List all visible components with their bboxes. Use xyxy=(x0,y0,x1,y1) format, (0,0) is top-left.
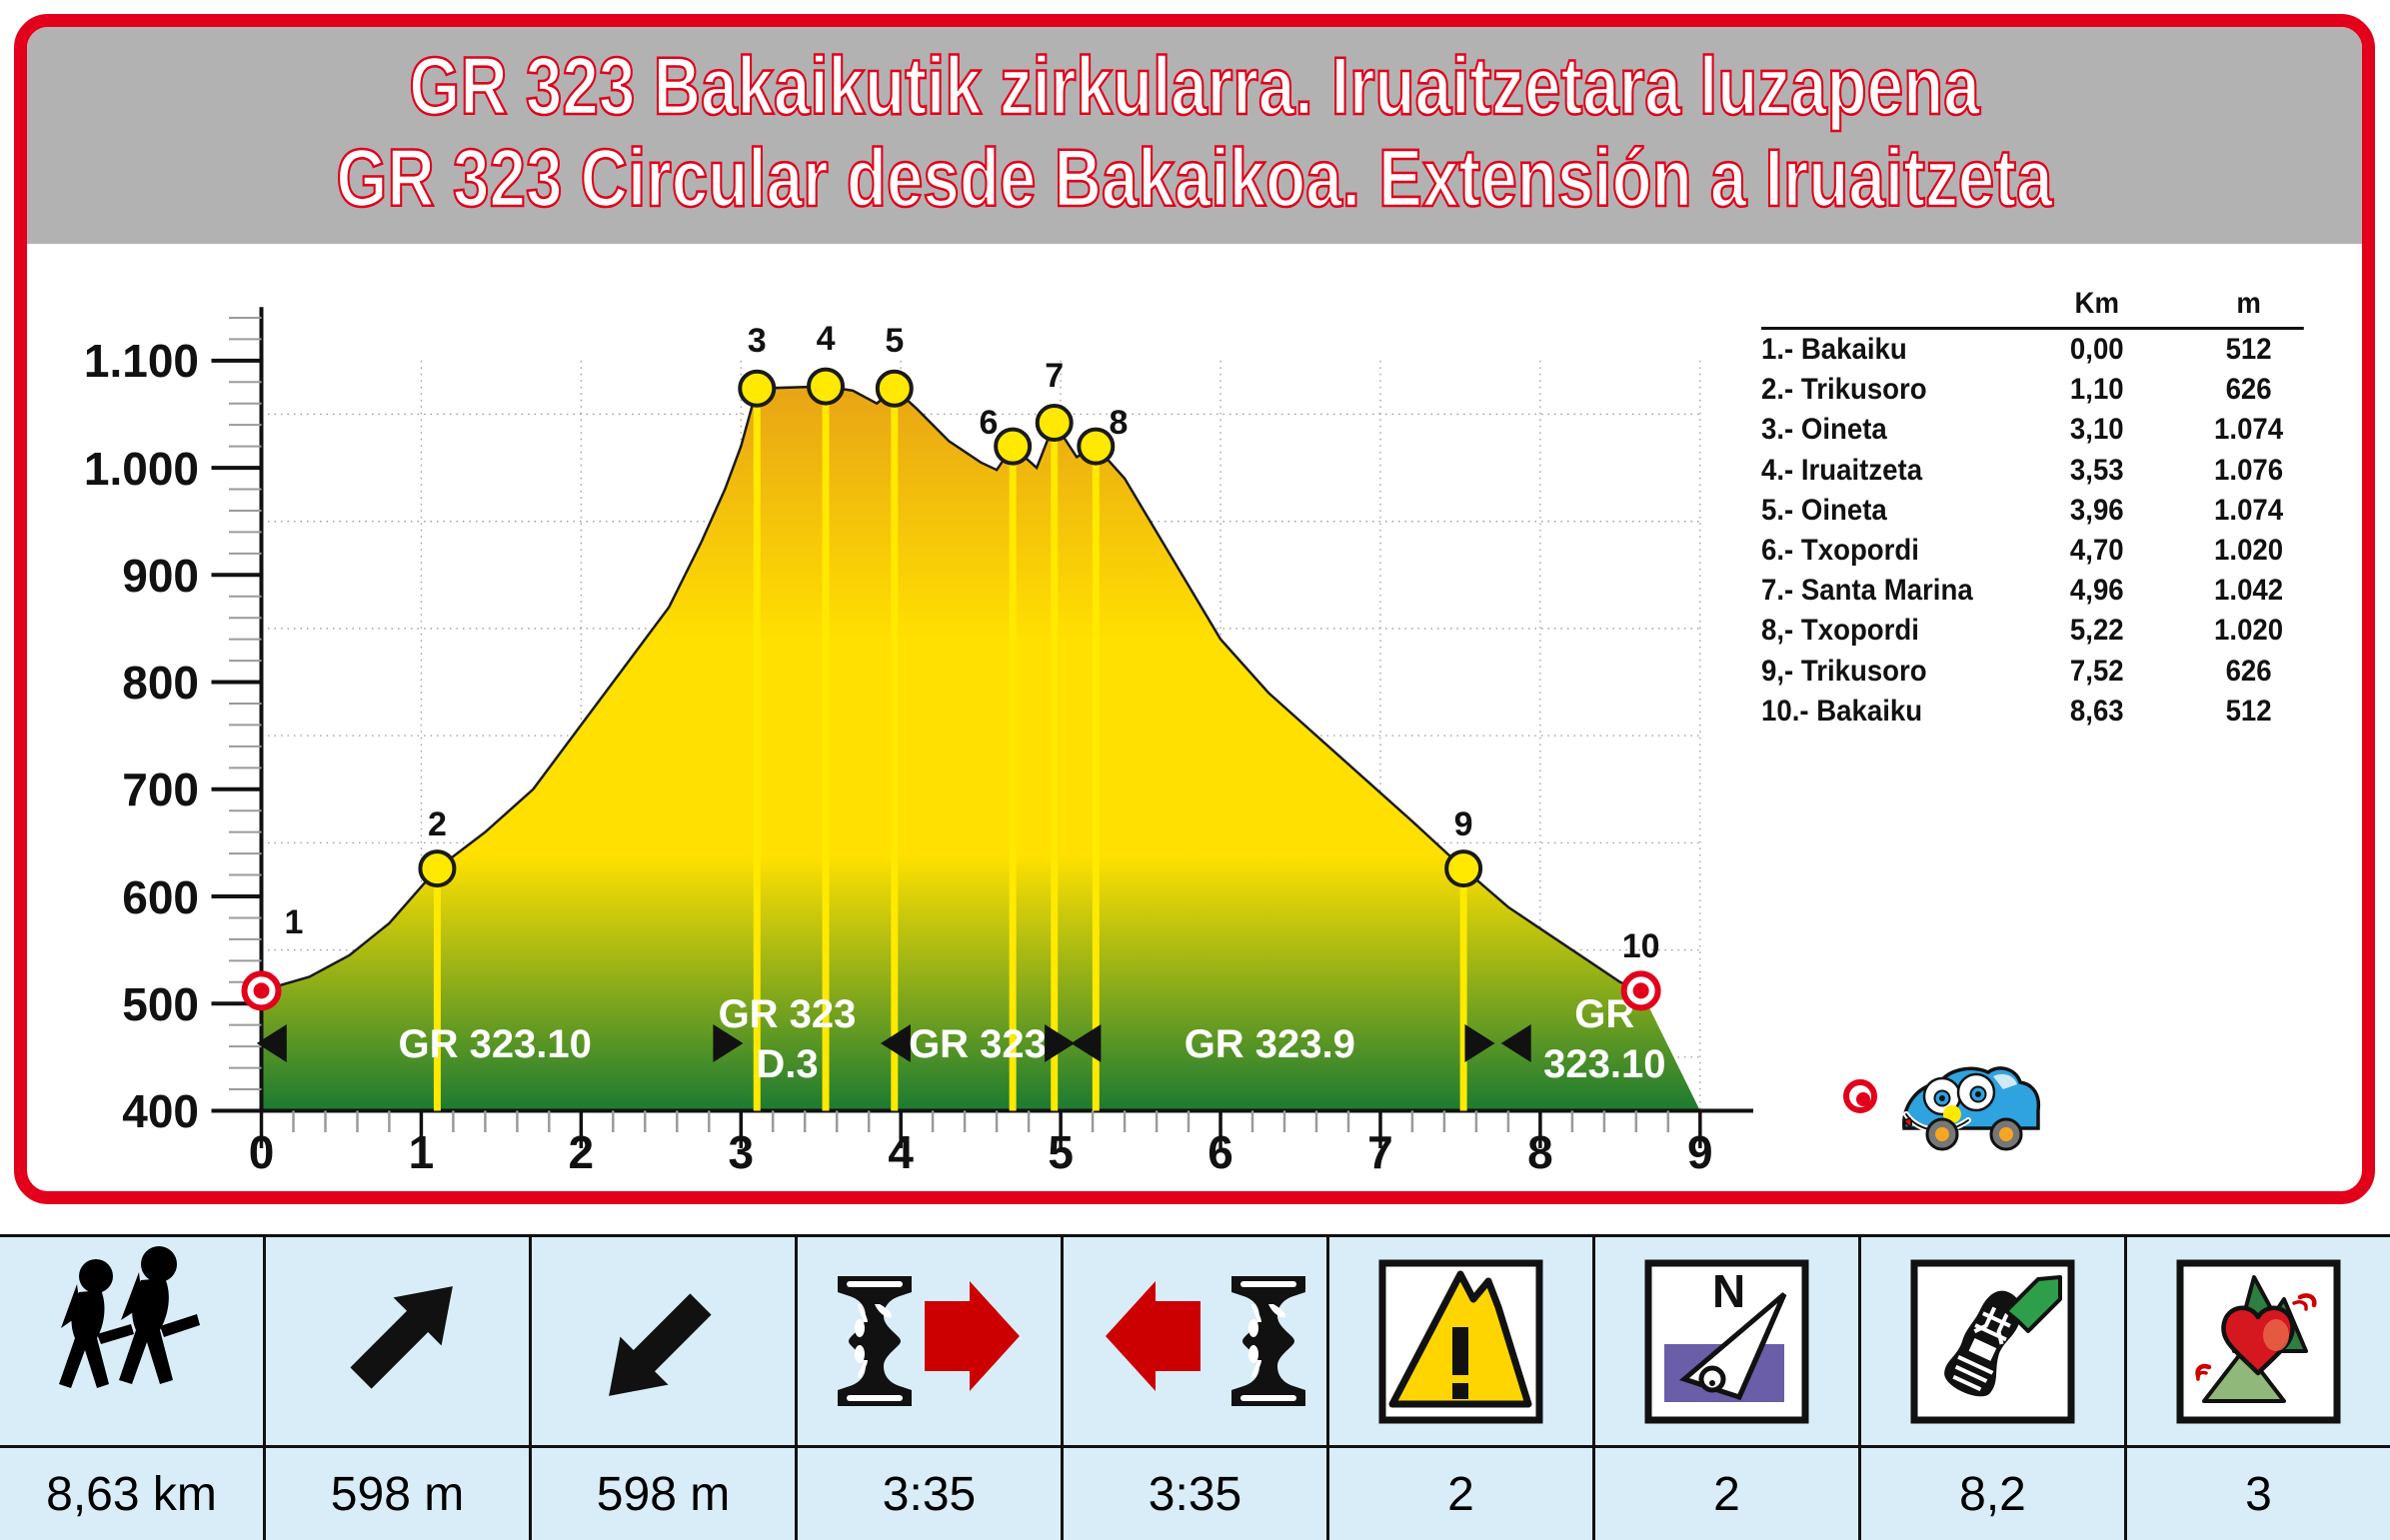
svg-text:2: 2 xyxy=(428,805,447,843)
svg-text:3: 3 xyxy=(748,322,767,360)
svg-text:5: 5 xyxy=(885,322,904,360)
svg-text:800: 800 xyxy=(122,657,199,709)
svg-text:600: 600 xyxy=(122,871,199,923)
svg-text:GR 323: GR 323 xyxy=(719,992,857,1036)
svg-text:GR 323.10: GR 323.10 xyxy=(398,1022,591,1066)
svg-text:6: 6 xyxy=(980,404,999,442)
svg-text:900: 900 xyxy=(122,550,199,602)
svg-text:500: 500 xyxy=(122,978,199,1030)
svg-text:D.3: D.3 xyxy=(756,1042,818,1086)
svg-text:GR 323.9: GR 323.9 xyxy=(1185,1022,1355,1066)
svg-text:700: 700 xyxy=(122,764,199,815)
svg-text:4: 4 xyxy=(817,320,836,358)
svg-text:9: 9 xyxy=(1454,805,1473,843)
svg-text:7: 7 xyxy=(1045,357,1064,395)
svg-text:400: 400 xyxy=(122,1085,199,1137)
svg-text:1: 1 xyxy=(285,903,304,941)
svg-text:GR 323: GR 323 xyxy=(909,1022,1047,1066)
svg-text:1.100: 1.100 xyxy=(84,335,199,387)
svg-text:1.000: 1.000 xyxy=(84,443,199,495)
svg-text:8: 8 xyxy=(1110,404,1129,442)
svg-text:323.10: 323.10 xyxy=(1543,1042,1665,1086)
svg-text:10: 10 xyxy=(1622,927,1660,965)
svg-text:N: N xyxy=(1712,1265,1745,1317)
